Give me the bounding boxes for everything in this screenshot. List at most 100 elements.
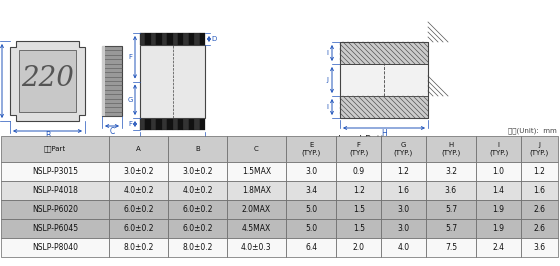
Bar [227, 162, 286, 181]
Text: 3.0±0.2: 3.0±0.2 [182, 167, 213, 176]
Text: 3.6: 3.6 [533, 243, 545, 252]
Bar [286, 238, 337, 257]
Bar [178, 118, 183, 130]
Bar [109, 136, 168, 162]
Text: 1.6: 1.6 [397, 186, 409, 195]
Text: 5.7: 5.7 [445, 224, 457, 233]
Bar [381, 200, 426, 219]
Bar [521, 200, 558, 219]
Bar [286, 200, 337, 219]
Text: 3.0: 3.0 [305, 167, 317, 176]
Bar [337, 219, 381, 238]
Bar [109, 162, 168, 181]
Bar [521, 136, 558, 162]
Bar [168, 219, 227, 238]
Text: 220: 220 [21, 65, 74, 93]
Text: 3.6: 3.6 [445, 186, 457, 195]
Text: 3.2: 3.2 [445, 167, 457, 176]
Text: D: D [211, 36, 217, 42]
Bar [146, 33, 151, 45]
Text: 6.4: 6.4 [305, 243, 317, 252]
Text: 4.0±0.3: 4.0±0.3 [241, 243, 272, 252]
Text: B: B [195, 146, 200, 152]
Bar [1, 181, 109, 200]
Text: 1.9: 1.9 [493, 224, 505, 233]
Bar [178, 33, 183, 45]
Bar [477, 219, 521, 238]
Bar [381, 162, 426, 181]
Text: 1.2: 1.2 [353, 186, 365, 195]
Bar [286, 181, 337, 200]
Bar [426, 181, 477, 200]
Bar [19, 50, 76, 112]
Text: 7.5: 7.5 [445, 243, 457, 252]
Bar [227, 200, 286, 219]
Text: 0.9: 0.9 [353, 167, 365, 176]
Bar [102, 46, 122, 116]
Bar [477, 200, 521, 219]
Text: 5.0: 5.0 [305, 224, 317, 233]
Text: F
(TYP.): F (TYP.) [349, 142, 368, 156]
Text: 1.9: 1.9 [493, 205, 505, 214]
Text: H
(TYP.): H (TYP.) [441, 142, 460, 156]
Text: 3.0: 3.0 [397, 224, 409, 233]
Bar [337, 136, 381, 162]
Text: I: I [326, 50, 328, 56]
Text: 1.5: 1.5 [353, 224, 365, 233]
Text: 型號Part: 型號Part [44, 146, 66, 152]
Text: J: J [326, 77, 328, 83]
Bar [109, 238, 168, 257]
Bar [426, 136, 477, 162]
Text: NSLP-P6020: NSLP-P6020 [32, 205, 78, 214]
Bar [381, 136, 426, 162]
Text: G: G [127, 97, 133, 103]
Text: NSLP-P8040: NSLP-P8040 [32, 243, 78, 252]
Text: 1.2: 1.2 [398, 167, 409, 176]
Bar [286, 136, 337, 162]
Text: 1.4: 1.4 [493, 186, 505, 195]
Bar [381, 238, 426, 257]
Bar [194, 118, 199, 130]
Bar [102, 46, 105, 116]
Bar [168, 162, 227, 181]
Text: 4.0: 4.0 [397, 243, 409, 252]
Bar [199, 33, 205, 45]
Bar [1, 162, 109, 181]
Text: 1.5: 1.5 [353, 205, 365, 214]
Bar [426, 200, 477, 219]
Bar [146, 118, 151, 130]
Text: 4.0±0.2: 4.0±0.2 [123, 186, 154, 195]
Bar [227, 219, 286, 238]
Bar [140, 45, 205, 118]
Bar [168, 200, 227, 219]
Bar [477, 238, 521, 257]
Text: 6.0±0.2: 6.0±0.2 [123, 205, 154, 214]
Text: 4.0±0.2: 4.0±0.2 [182, 186, 213, 195]
Text: Land Pattern: Land Pattern [338, 135, 400, 145]
Bar [109, 219, 168, 238]
Text: F: F [128, 121, 132, 127]
Bar [140, 33, 146, 45]
Text: NSLP-P4018: NSLP-P4018 [32, 186, 78, 195]
Bar [227, 136, 286, 162]
Bar [189, 33, 194, 45]
Bar [426, 162, 477, 181]
Bar [168, 181, 227, 200]
Bar [426, 238, 477, 257]
Bar [521, 238, 558, 257]
Bar [151, 118, 156, 130]
Text: 2.0: 2.0 [353, 243, 365, 252]
Bar [151, 33, 156, 45]
Bar [167, 118, 172, 130]
Text: 5.7: 5.7 [445, 205, 457, 214]
Bar [168, 136, 227, 162]
Bar [426, 219, 477, 238]
Bar [227, 181, 286, 200]
Text: E: E [170, 140, 175, 149]
Text: C: C [109, 127, 115, 135]
Bar [381, 219, 426, 238]
Bar [337, 200, 381, 219]
Bar [227, 238, 286, 257]
Text: 6.0±0.2: 6.0±0.2 [182, 205, 213, 214]
Text: 8.0±0.2: 8.0±0.2 [124, 243, 154, 252]
